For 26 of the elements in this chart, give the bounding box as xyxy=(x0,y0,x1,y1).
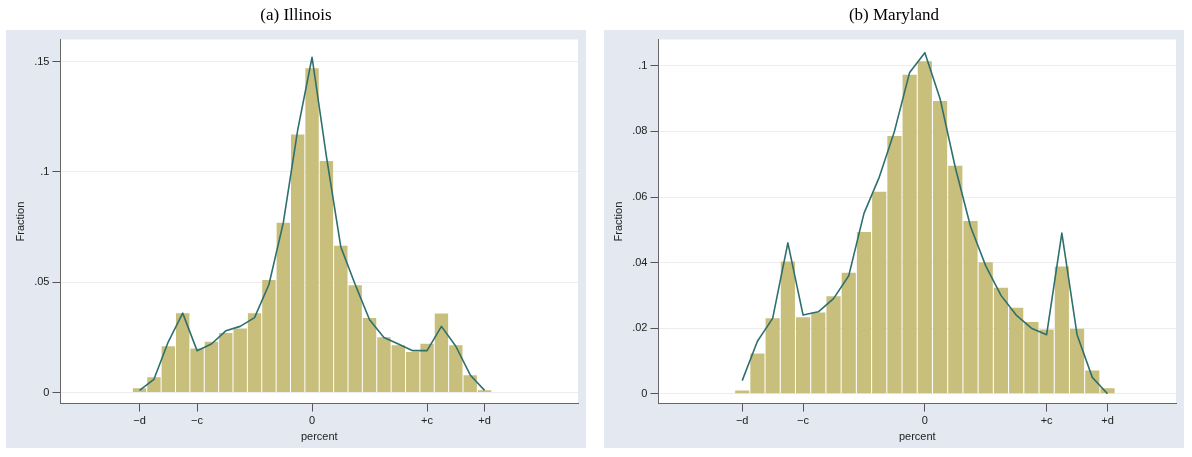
x-tick-label: −d xyxy=(735,414,749,427)
y-tick-label: .05 xyxy=(34,275,50,288)
y-tick-label: .06 xyxy=(632,190,648,203)
y-axis-title: Fraction xyxy=(13,201,26,242)
x-tick-label: −c xyxy=(797,414,810,427)
chart-title: (b) Maryland xyxy=(847,4,941,26)
x-axis-title: percent xyxy=(898,430,936,443)
y-tick-label: .1 xyxy=(40,164,50,177)
x-axis-title: percent xyxy=(300,430,338,443)
y-tick-label: .02 xyxy=(632,321,648,334)
x-tick-label: +c xyxy=(421,414,434,427)
y-tick-label: .08 xyxy=(632,124,648,137)
x-tick-label: +d xyxy=(478,414,491,427)
y-tick-label: .15 xyxy=(34,54,50,67)
x-tick-label: 0 xyxy=(309,414,316,427)
y-tick-label: 0 xyxy=(43,385,50,398)
x-tick-label: 0 xyxy=(921,414,928,427)
y-tick-label: .1 xyxy=(638,58,648,71)
y-tick-label: .04 xyxy=(632,255,648,268)
x-tick-label: +d xyxy=(1101,414,1114,427)
x-tick-label: +c xyxy=(1040,414,1054,427)
y-tick-label: 0 xyxy=(641,386,648,399)
y-axis-title: Fraction xyxy=(611,201,624,242)
x-tick-label: −d xyxy=(133,414,146,427)
x-tick-label: −c xyxy=(191,414,204,427)
chart-title: (a) Illinois xyxy=(259,4,333,26)
